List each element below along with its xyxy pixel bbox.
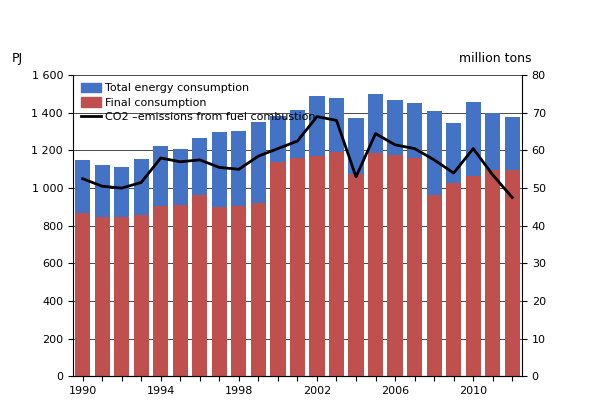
Bar <box>192 138 208 376</box>
Bar <box>466 102 481 376</box>
Bar <box>427 111 442 376</box>
Bar <box>485 170 500 376</box>
Bar <box>251 122 266 376</box>
Bar <box>153 146 168 376</box>
Bar <box>192 195 208 376</box>
Bar <box>270 162 285 376</box>
Bar <box>446 184 461 376</box>
Bar <box>114 167 129 376</box>
Bar <box>134 159 149 376</box>
Bar <box>310 96 325 376</box>
Bar <box>329 153 344 376</box>
Bar <box>485 113 500 376</box>
Bar <box>504 170 520 376</box>
Bar <box>368 153 383 376</box>
Bar <box>172 149 188 376</box>
Bar <box>231 131 246 376</box>
Bar <box>446 123 461 376</box>
Bar <box>290 158 305 376</box>
Bar <box>270 116 285 376</box>
Bar <box>466 176 481 376</box>
Bar <box>134 215 149 376</box>
Bar <box>212 132 227 376</box>
Legend: Total energy consumption, Final consumption, CO2 –emissions from fuel combustion: Total energy consumption, Final consumpt… <box>78 81 318 124</box>
Bar <box>75 214 90 376</box>
Bar <box>387 155 402 376</box>
Bar <box>348 174 364 376</box>
Bar <box>290 110 305 376</box>
Bar <box>407 158 422 376</box>
Bar <box>504 117 520 376</box>
Bar <box>251 203 266 376</box>
Bar <box>310 156 325 376</box>
Bar <box>114 217 129 376</box>
Text: million tons: million tons <box>459 52 531 65</box>
Bar <box>231 206 246 376</box>
Text: PJ: PJ <box>12 52 23 65</box>
Bar <box>75 160 90 376</box>
Bar <box>407 103 422 376</box>
Bar <box>153 206 168 376</box>
Bar <box>427 195 442 376</box>
Bar <box>212 207 227 376</box>
Bar <box>95 165 110 376</box>
Bar <box>348 117 364 376</box>
Bar <box>329 98 344 376</box>
Bar <box>95 217 110 376</box>
Bar <box>368 94 383 376</box>
Bar <box>387 100 402 376</box>
Bar <box>172 205 188 376</box>
